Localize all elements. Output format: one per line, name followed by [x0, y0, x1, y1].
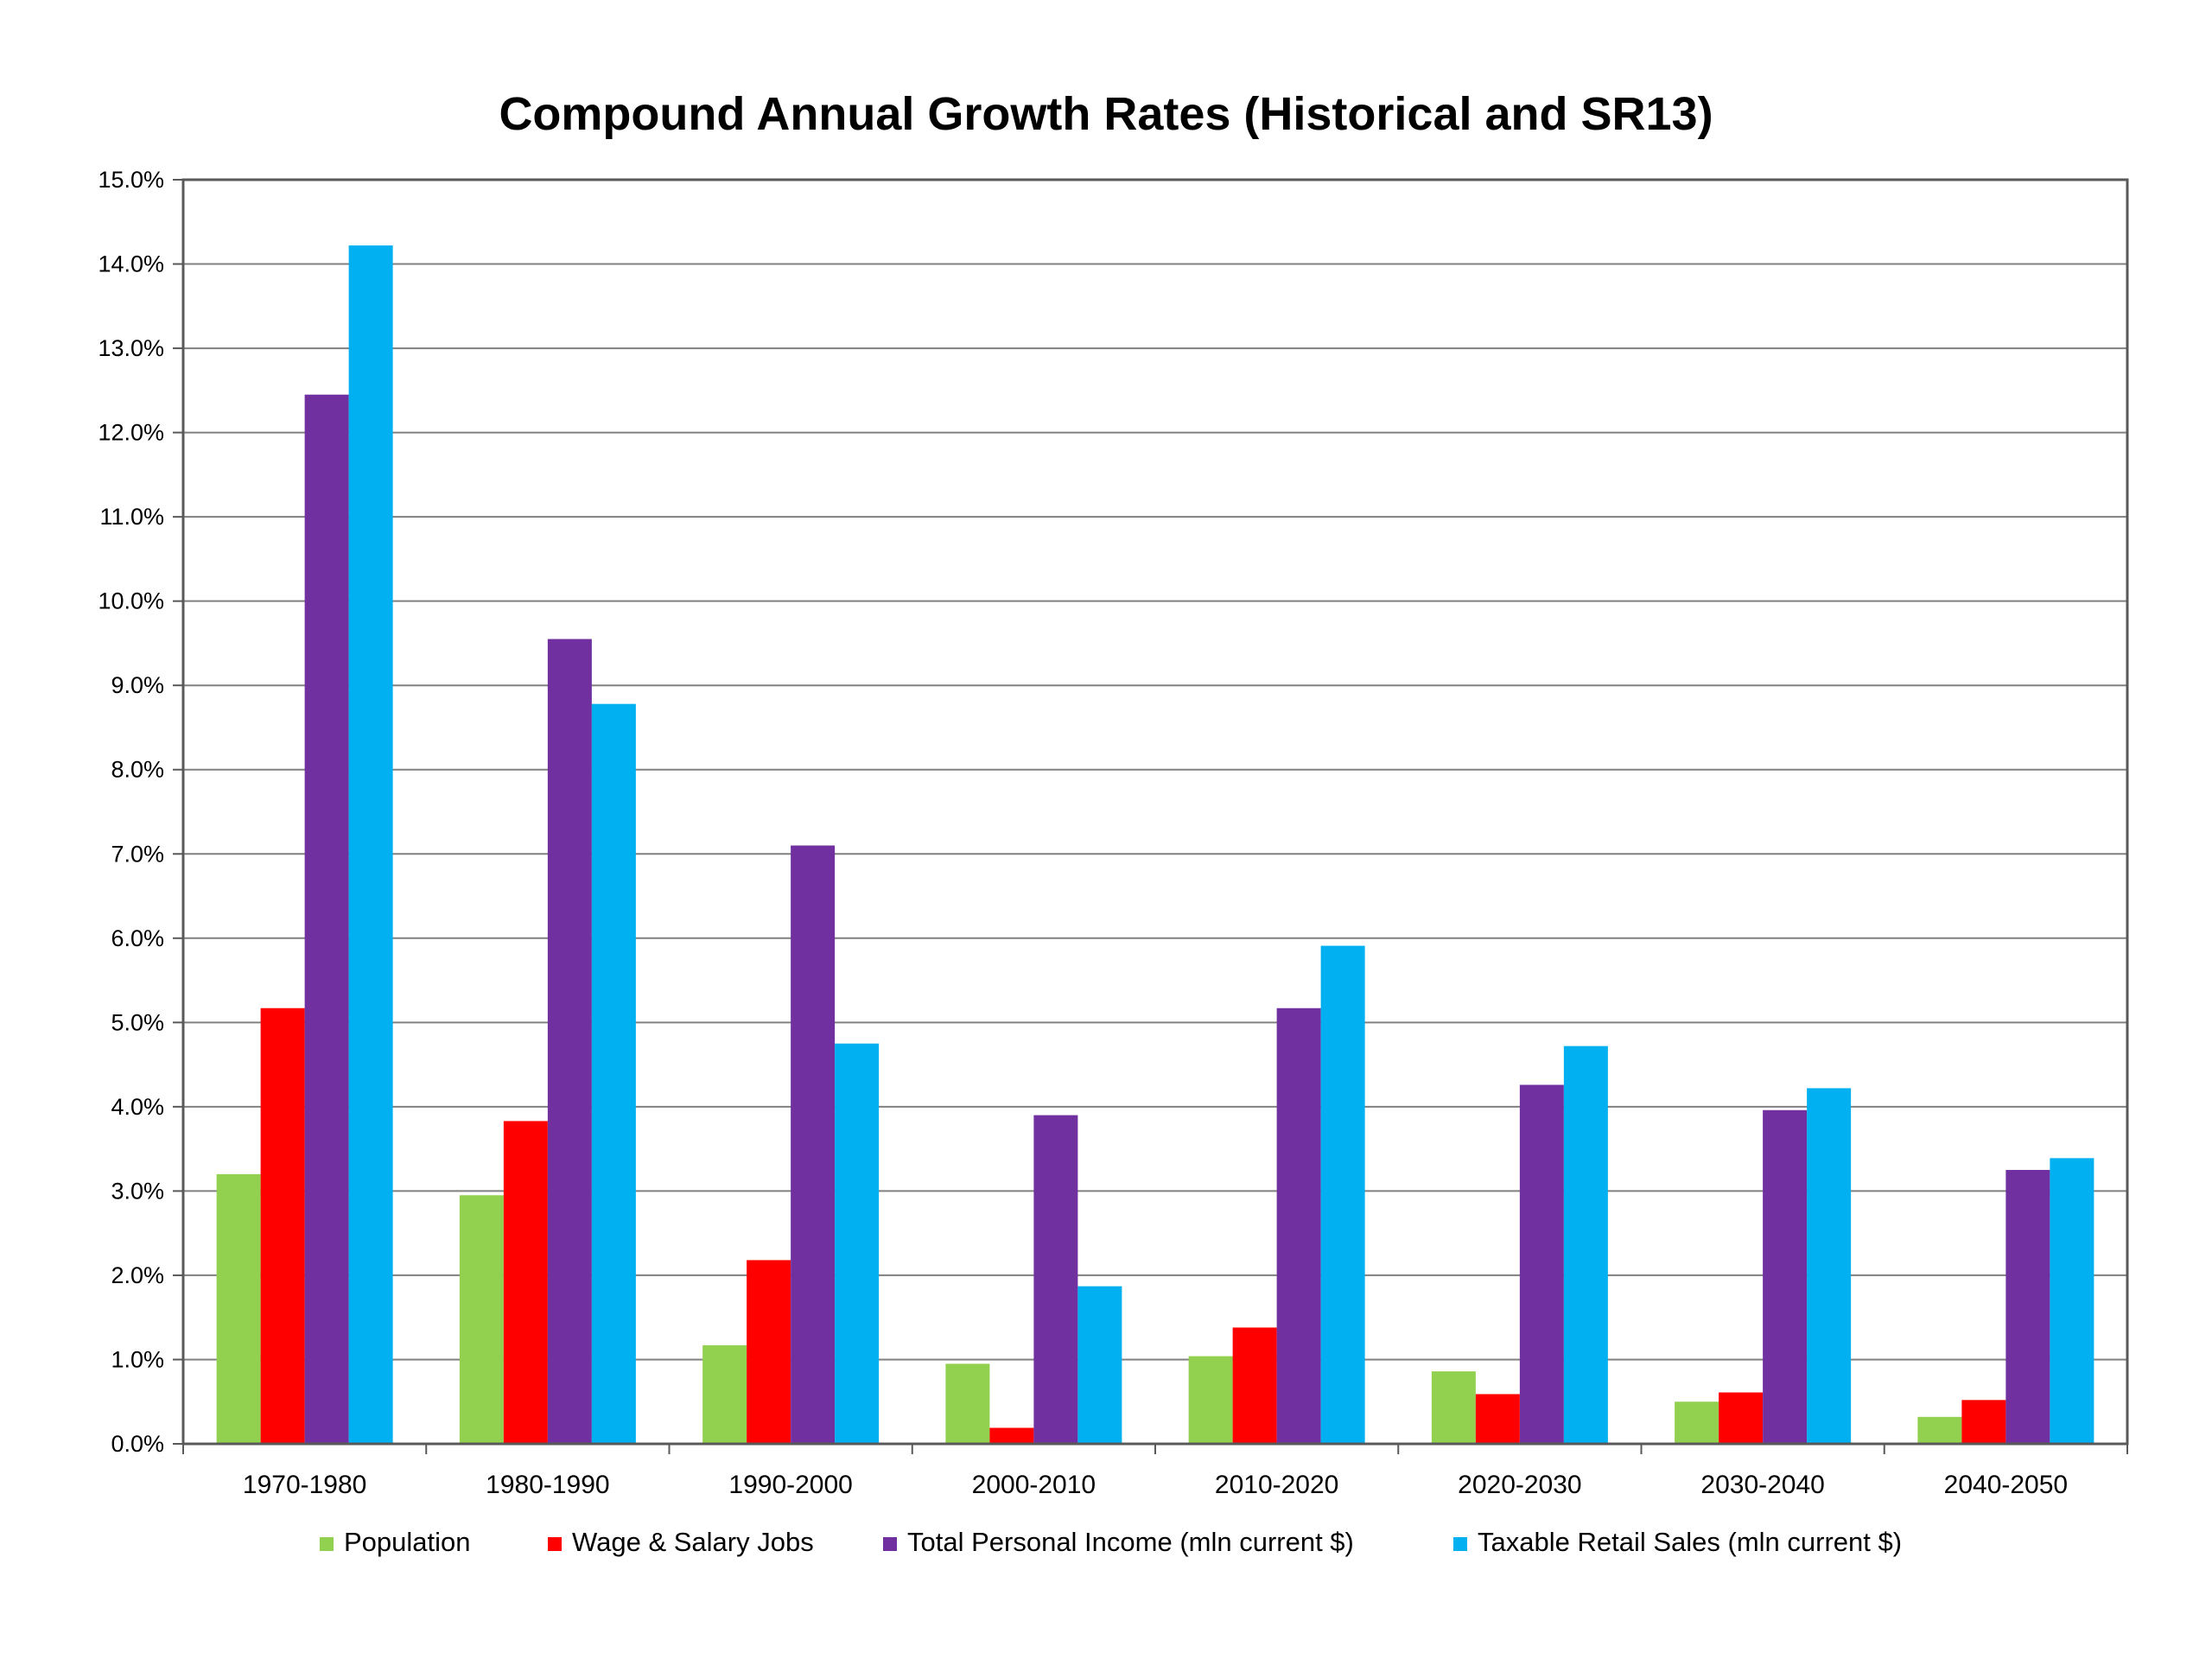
y-tick-label: 7.0% — [111, 841, 164, 867]
bar — [503, 1121, 548, 1444]
y-tick-label: 5.0% — [111, 1009, 164, 1035]
axes: 0.0% 1.0% 2.0% 3.0% 4.0% 5.0% 6.0% 7.0% 8.0% 9.0%… — [98, 167, 2128, 1499]
x-category-label: 2020-2030 — [1458, 1471, 1581, 1499]
gridlines — [183, 263, 2127, 1361]
bar — [216, 1173, 261, 1444]
bar — [989, 1427, 1034, 1444]
x-category-label: 2040-2050 — [1944, 1471, 2068, 1499]
y-tick-label: 8.0% — [111, 757, 164, 783]
y-tick-label: 3.0% — [111, 1178, 164, 1204]
y-tick-label: 9.0% — [111, 672, 164, 698]
x-category-label: 1970-1980 — [243, 1471, 366, 1499]
y-tick-label: 14.0% — [98, 251, 164, 277]
bar — [2050, 1158, 2094, 1444]
bar — [1475, 1394, 1520, 1444]
bars — [216, 245, 2094, 1445]
bar — [1033, 1115, 1078, 1444]
y-tick-label: 11.0% — [99, 504, 164, 530]
legend-label: Taxable Retail Sales (mln current $) — [1478, 1527, 1902, 1557]
y-tick-label: 2.0% — [111, 1262, 164, 1288]
x-category-label: 1990-2000 — [728, 1471, 852, 1499]
bar — [1763, 1109, 1808, 1444]
bar — [348, 245, 393, 1445]
legend: Population Wage & Salary Jobs Total Person… — [320, 1527, 1902, 1557]
bar — [1431, 1371, 1476, 1444]
bar — [1563, 1046, 1608, 1444]
legend-swatch — [883, 1537, 897, 1551]
y-tick-label: 6.0% — [111, 925, 164, 951]
bar — [2005, 1170, 2050, 1444]
x-category-label: 2030-2040 — [1700, 1471, 1824, 1499]
y-tick-label: 10.0% — [98, 588, 164, 614]
y-tick-label: 15.0% — [98, 167, 164, 193]
bar — [1276, 1007, 1321, 1444]
bar — [835, 1043, 880, 1444]
bar — [1232, 1327, 1277, 1444]
bar — [791, 845, 836, 1444]
bar — [1188, 1356, 1233, 1444]
bar — [945, 1363, 990, 1444]
legend-label: Total Personal Income (mln current $) — [907, 1527, 1354, 1557]
y-tick-label: 12.0% — [98, 420, 164, 446]
bar — [1961, 1400, 2006, 1444]
bar — [1320, 945, 1365, 1444]
bar — [1719, 1392, 1764, 1444]
chart-title: Compound Annual Growth Rates (Historical… — [499, 88, 1713, 140]
legend-swatch — [320, 1537, 334, 1551]
legend-label: Wage & Salary Jobs — [572, 1527, 814, 1557]
x-category-label: 2000-2010 — [972, 1471, 1096, 1499]
legend-swatch — [1453, 1537, 1467, 1551]
x-category-label: 2010-2020 — [1215, 1471, 1338, 1499]
bar — [1519, 1084, 1564, 1444]
bar — [1807, 1088, 1852, 1444]
bar — [1675, 1402, 1719, 1444]
bar — [1917, 1416, 1962, 1444]
bar — [304, 394, 349, 1445]
bar — [1077, 1286, 1122, 1444]
bar — [591, 703, 636, 1444]
y-tick-label: 4.0% — [111, 1094, 164, 1120]
bar — [260, 1007, 305, 1444]
bar — [702, 1344, 747, 1444]
y-tick-label: 0.0% — [111, 1431, 164, 1457]
legend-swatch — [548, 1537, 562, 1551]
y-tick-label: 13.0% — [98, 335, 164, 361]
bar — [547, 639, 592, 1444]
legend-label: Population — [344, 1527, 471, 1557]
y-tick-label: 1.0% — [111, 1346, 164, 1372]
bar — [459, 1195, 504, 1444]
x-category-label: 1980-1990 — [486, 1471, 609, 1499]
bar — [747, 1260, 791, 1444]
